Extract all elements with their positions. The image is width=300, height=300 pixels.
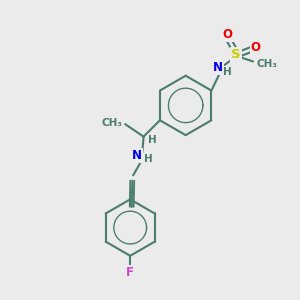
Text: S: S <box>231 48 241 62</box>
Text: CH₃: CH₃ <box>102 118 123 128</box>
Text: CH₃: CH₃ <box>257 59 278 69</box>
Text: N: N <box>132 149 142 162</box>
Text: H: H <box>223 67 232 77</box>
Text: H: H <box>148 135 157 145</box>
Text: F: F <box>126 266 134 279</box>
Text: N: N <box>213 61 223 74</box>
Text: O: O <box>223 28 233 41</box>
Text: H: H <box>144 154 153 164</box>
Text: O: O <box>251 41 261 54</box>
